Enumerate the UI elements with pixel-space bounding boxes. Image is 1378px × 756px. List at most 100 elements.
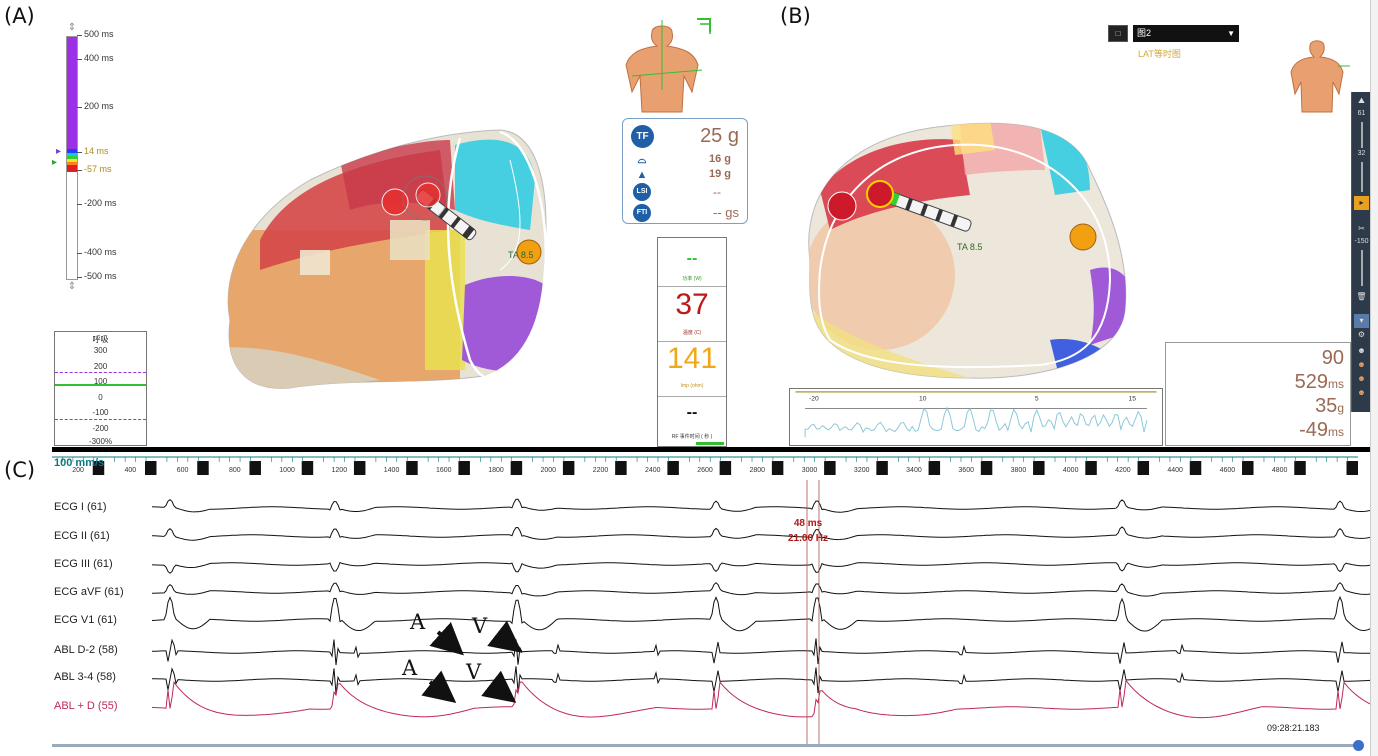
map-select-dropdown[interactable]: 图2 ▼: [1133, 25, 1239, 42]
respiration-value: 0: [98, 393, 103, 402]
ruler-tick-label: 4600: [1220, 467, 1236, 474]
lat-tick: -57 ms: [77, 164, 112, 174]
scale-up-arrow-icon[interactable]: ⇕: [67, 22, 77, 33]
lat-tick: -500 ms: [77, 271, 117, 281]
ruler-block: [980, 461, 993, 475]
respiration-level-line: [55, 384, 146, 386]
ruler-tick-label: 4400: [1167, 467, 1183, 474]
ecg-waveform: [151, 638, 1370, 666]
ruler-tick-label: 400: [125, 467, 137, 474]
respiration-value: -200: [92, 424, 109, 433]
vertical-scrollbar[interactable]: [1370, 0, 1378, 756]
person-icon[interactable]: ☻: [1357, 374, 1366, 383]
caliper-readout: 48 ms 21.00 Hz: [788, 516, 828, 546]
settings-icon[interactable]: ⚙: [1357, 330, 1366, 339]
annotation-arrows: [421, 620, 523, 703]
ruler-block: [197, 461, 209, 475]
impedance-label: Imp (ohm): [680, 383, 704, 389]
ruler-tick-label: 1800: [488, 467, 504, 474]
ruler-tick-label: 200: [72, 467, 84, 474]
ruler-block: [1033, 461, 1045, 475]
ruler-block: [771, 461, 784, 475]
lat-green-band: [67, 156, 77, 159]
ruler-block: [458, 461, 470, 475]
rf-time-value: --: [686, 404, 698, 421]
panel-label-a: (A): [4, 4, 35, 28]
map-select-value: 图2: [1137, 28, 1152, 38]
ruler-block: [1189, 461, 1202, 475]
lat-tick: 14 ms: [77, 146, 109, 156]
torso-orientation-icon[interactable]: [612, 20, 712, 116]
ecg-waveform: [151, 679, 1370, 719]
power-value: --: [686, 250, 698, 267]
horizontal-scrollbar[interactable]: [52, 744, 1358, 747]
lat-yellow-band: [67, 159, 77, 162]
mini-trace-tick: 5: [1035, 396, 1039, 403]
annotation-v: V: [472, 614, 488, 638]
mini-trace-tick: 15: [1129, 396, 1137, 403]
torso-orientation-icon-b[interactable]: [1282, 36, 1352, 116]
ruler-block: [301, 461, 314, 475]
play-icon[interactable]: ▸: [1354, 196, 1369, 210]
slider-track[interactable]: [1361, 162, 1363, 192]
ablation-panel: -- 功率 (W) 37 温度 (C) 141 Imp (ohm) -- RF …: [657, 237, 727, 447]
slider-track[interactable]: [1361, 250, 1363, 286]
scissors-icon[interactable]: ✂: [1358, 224, 1365, 233]
person-icon[interactable]: ☻: [1357, 360, 1366, 369]
person-icon[interactable]: ☻: [1357, 388, 1366, 397]
mountain-icon[interactable]: ⛰: [1358, 96, 1365, 105]
stat-value: -49: [1299, 419, 1328, 441]
scroll-end-button[interactable]: [1353, 740, 1364, 751]
channel-label[interactable]: ECG III (61): [54, 558, 113, 570]
trash-icon[interactable]: 🗑: [1356, 292, 1367, 301]
lateral-force-value: 16 g: [708, 153, 731, 165]
stat-unit: g: [1337, 401, 1344, 415]
channel-label[interactable]: ABL D-2 (58): [54, 644, 118, 656]
ruler-tick-label: 3600: [958, 467, 974, 474]
channel-label[interactable]: ECG V1 (61): [54, 614, 117, 626]
chevron-down-icon: ▼: [1227, 29, 1235, 38]
ecg-waveform: [152, 666, 1370, 694]
ruler-tick-label: 4000: [1063, 467, 1079, 474]
scale-down-arrow-icon[interactable]: ⇕: [67, 281, 77, 292]
expand-icon[interactable]: ▾: [1354, 314, 1369, 328]
map-view-button[interactable]: □: [1108, 25, 1128, 42]
time-ruler[interactable]: 200 400 600 800 1000 1200 1400 1600 1800 2000 2200…: [52, 455, 1358, 479]
lat-color-bar[interactable]: [66, 36, 78, 280]
ruler-block: [1346, 461, 1358, 475]
ruler-tick-label: 1000: [279, 467, 295, 474]
slider-track[interactable]: [1361, 122, 1363, 148]
ruler-block: [353, 461, 366, 475]
stat-unit: ms: [1328, 425, 1344, 439]
lat-tick: 500 ms: [77, 29, 114, 39]
channel-label[interactable]: ECG II (61): [54, 530, 110, 542]
person-icon[interactable]: ☻: [1357, 346, 1366, 355]
channel-label[interactable]: ECG aVF (61): [54, 586, 124, 598]
ecg-traces[interactable]: [52, 480, 1370, 744]
anatomy-map-a[interactable]: [200, 120, 560, 395]
mini-trace-tick: -20: [809, 396, 819, 403]
ruler-tick-label: 1400: [384, 467, 400, 474]
catheter-tag-a: TA 8.5: [508, 250, 534, 260]
toolbar-value: 61: [1357, 110, 1366, 117]
ruler-block: [667, 461, 679, 475]
anatomy-map-b[interactable]: [790, 110, 1140, 395]
ruler-block: [876, 461, 888, 475]
toolbar-value: -150: [1354, 238, 1369, 245]
rf-time-label: RF 事件时间 ( 秒 ): [671, 434, 713, 440]
channel-label[interactable]: ABL 3-4 (58): [54, 671, 116, 683]
toolbar-value: 32: [1357, 150, 1366, 157]
contact-force-panel: TF 25 g ⌓ 16 g ▲ 19 g LSI -- FTI -- gs: [622, 118, 748, 224]
ruler-tick-label: 3800: [1011, 467, 1027, 474]
lat-marker-green-icon[interactable]: ▸: [52, 157, 58, 168]
annotation-a: A: [410, 610, 426, 634]
ruler-tick-label: 4800: [1272, 467, 1288, 474]
lateral-force-icon: ⌓: [633, 152, 651, 170]
lat-marker-icon[interactable]: ▸: [56, 146, 62, 157]
annotation-v: V: [466, 660, 482, 684]
ruler-block: [406, 461, 418, 475]
lat-tick: 200 ms: [77, 101, 114, 111]
lat-blue-band: [67, 149, 77, 153]
channel-label[interactable]: ECG I (61): [54, 501, 107, 513]
channel-label[interactable]: ABL + D (55): [54, 700, 118, 712]
